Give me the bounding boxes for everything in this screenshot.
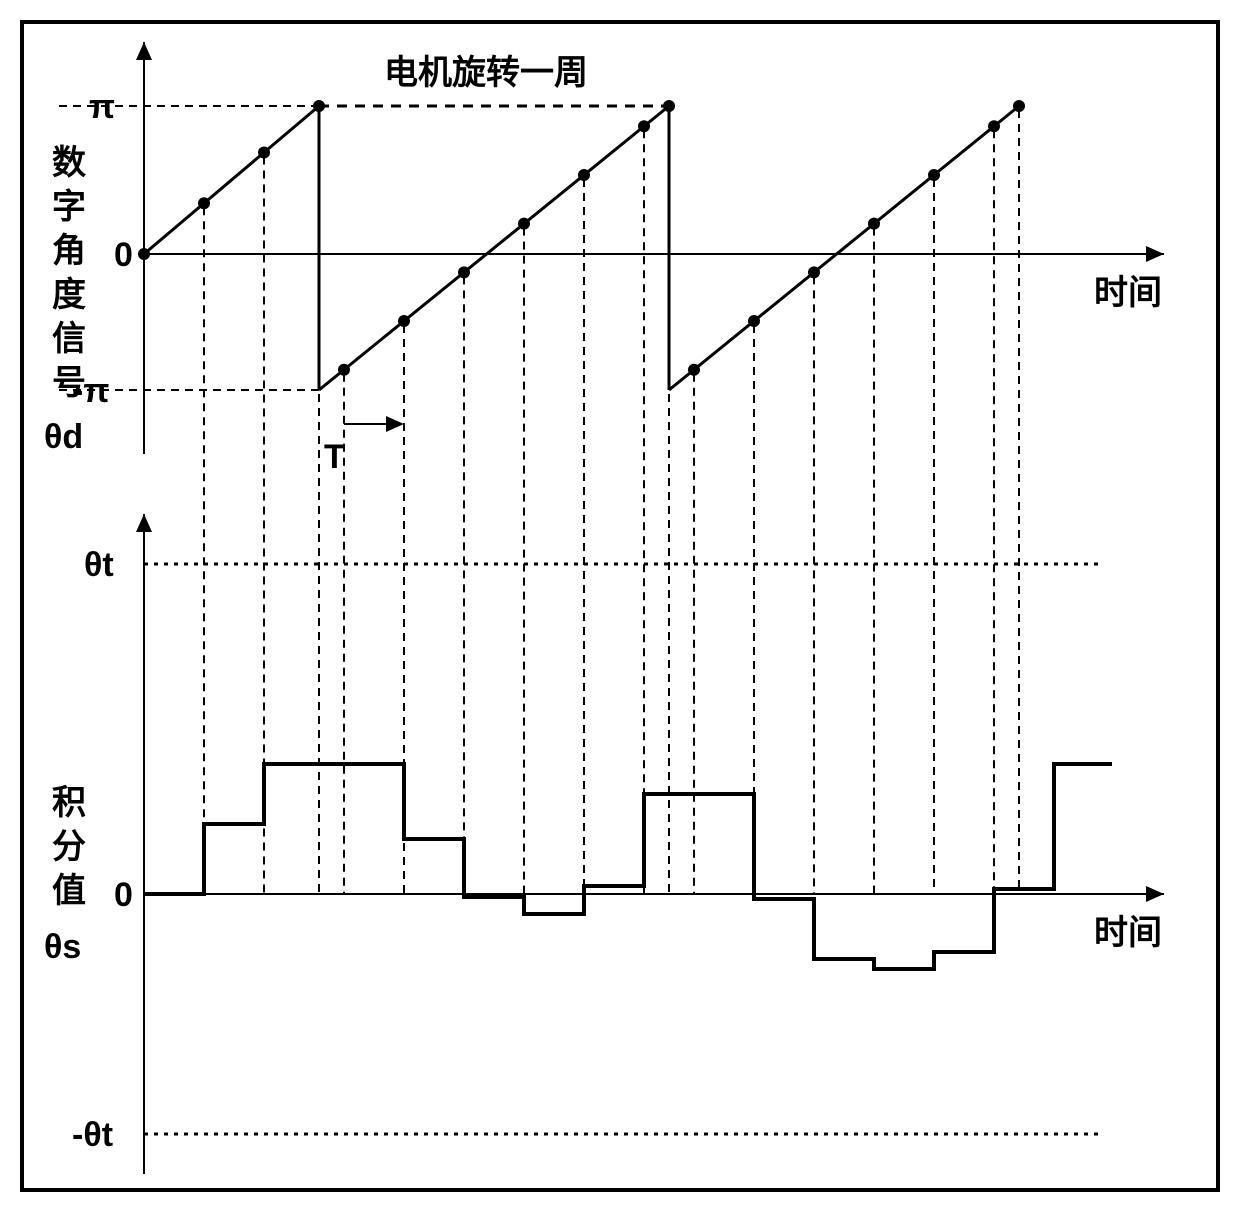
svg-text:号: 号 <box>52 365 86 402</box>
svg-text:0: 0 <box>114 876 133 914</box>
svg-text:数: 数 <box>52 144 86 182</box>
svg-text:θd: θd <box>44 418 83 456</box>
svg-text:角: 角 <box>52 232 86 270</box>
svg-text:值: 值 <box>52 872 86 910</box>
svg-text:π: π <box>89 88 115 126</box>
svg-text:信: 信 <box>52 320 86 358</box>
svg-text:时间: 时间 <box>1094 914 1162 952</box>
svg-text:0: 0 <box>114 236 133 274</box>
svg-text:度: 度 <box>52 276 86 314</box>
diagram-container: π-π0数字角度信号θd电机旋转一周时间Tθt-θt0积分值θs时间 <box>20 20 1220 1192</box>
svg-text:时间: 时间 <box>1094 274 1162 312</box>
svg-text:θt: θt <box>84 546 114 584</box>
svg-text:积: 积 <box>52 784 86 822</box>
diagram-svg: π-π0数字角度信号θd电机旋转一周时间Tθt-θt0积分值θs时间 <box>24 24 1216 1188</box>
svg-text:θs: θs <box>44 928 81 966</box>
svg-text:T: T <box>324 438 345 476</box>
svg-text:字: 字 <box>52 188 86 226</box>
svg-text:分: 分 <box>52 828 86 866</box>
svg-text:-θt: -θt <box>72 1116 113 1154</box>
svg-text:电机旋转一周: 电机旋转一周 <box>384 54 588 92</box>
